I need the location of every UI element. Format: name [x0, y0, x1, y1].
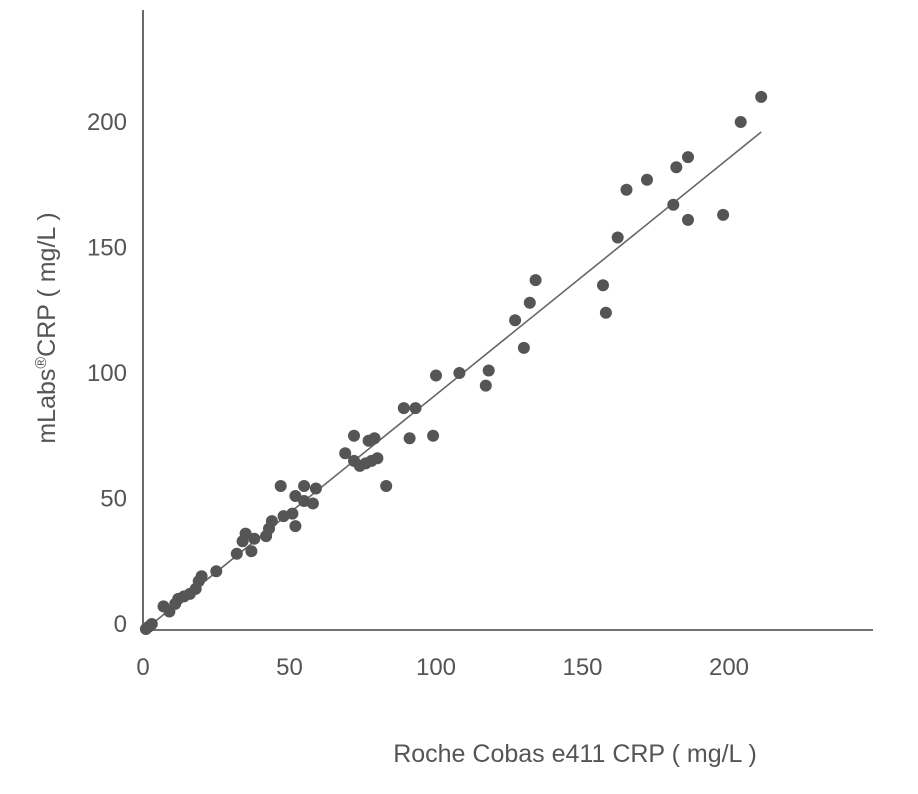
data-point	[403, 432, 416, 445]
data-point	[371, 452, 384, 465]
data-point	[529, 274, 542, 287]
data-point	[453, 367, 466, 379]
data-point	[667, 198, 680, 211]
data-point	[309, 482, 322, 495]
x-tick-labels: 0 50 100 150 200	[136, 654, 749, 681]
y-tick-label: 50	[100, 486, 127, 513]
data-point	[599, 306, 612, 319]
data-point	[620, 183, 633, 196]
data-point	[145, 618, 158, 630]
data-point	[339, 447, 352, 460]
data-point	[509, 314, 522, 327]
data-point	[289, 520, 302, 533]
y-axis-label-rest: CRP ( mg/L )	[33, 212, 61, 356]
data-point	[682, 213, 694, 226]
data-point	[230, 547, 243, 560]
data-point	[248, 532, 261, 545]
data-point	[517, 341, 530, 354]
x-tick-label: 100	[416, 654, 456, 681]
data-point	[670, 161, 683, 174]
data-point	[286, 507, 299, 520]
x-axis-label: Roche Cobas e411 CRP ( mg/L )	[393, 740, 757, 768]
data-point	[717, 208, 730, 221]
data-point	[274, 480, 287, 492]
y-axis-label-main: mLabs	[33, 369, 61, 444]
x-tick-label: 0	[136, 654, 149, 681]
data-point	[380, 480, 393, 492]
data-point	[755, 90, 768, 103]
x-tick-label: 50	[276, 654, 303, 681]
data-point	[289, 490, 302, 502]
data-point	[597, 279, 609, 292]
data-point	[611, 231, 624, 244]
x-tick-label: 200	[709, 654, 749, 681]
y-tick-label: 150	[87, 235, 127, 262]
data-point	[641, 173, 653, 186]
data-point	[239, 527, 252, 540]
data-point	[195, 570, 208, 583]
data-point	[479, 379, 492, 392]
data-point	[409, 402, 422, 415]
data-point	[245, 545, 258, 558]
y-axis-label: mLabs®CRP ( mg/L )	[33, 212, 61, 443]
data-point	[682, 151, 694, 164]
data-point	[482, 364, 495, 377]
data-point	[306, 497, 319, 510]
data-point	[210, 565, 223, 578]
data-point	[397, 402, 410, 415]
y-axis-label-superscript: ®	[33, 357, 50, 369]
data-point	[348, 429, 360, 442]
y-tick-labels: 0 50 100 150 200	[87, 109, 127, 638]
y-tick-label: 200	[87, 109, 127, 136]
trend-line	[148, 131, 762, 628]
data-point	[368, 432, 381, 445]
data-point	[734, 116, 747, 128]
data-point	[298, 480, 311, 492]
data-point	[430, 369, 442, 382]
data-point	[427, 429, 440, 442]
data-point	[523, 296, 536, 309]
y-tick-label: 100	[87, 360, 127, 387]
data-points	[139, 90, 768, 635]
x-tick-label: 150	[562, 654, 602, 681]
data-point	[265, 515, 278, 528]
y-tick-label: 0	[114, 611, 127, 638]
